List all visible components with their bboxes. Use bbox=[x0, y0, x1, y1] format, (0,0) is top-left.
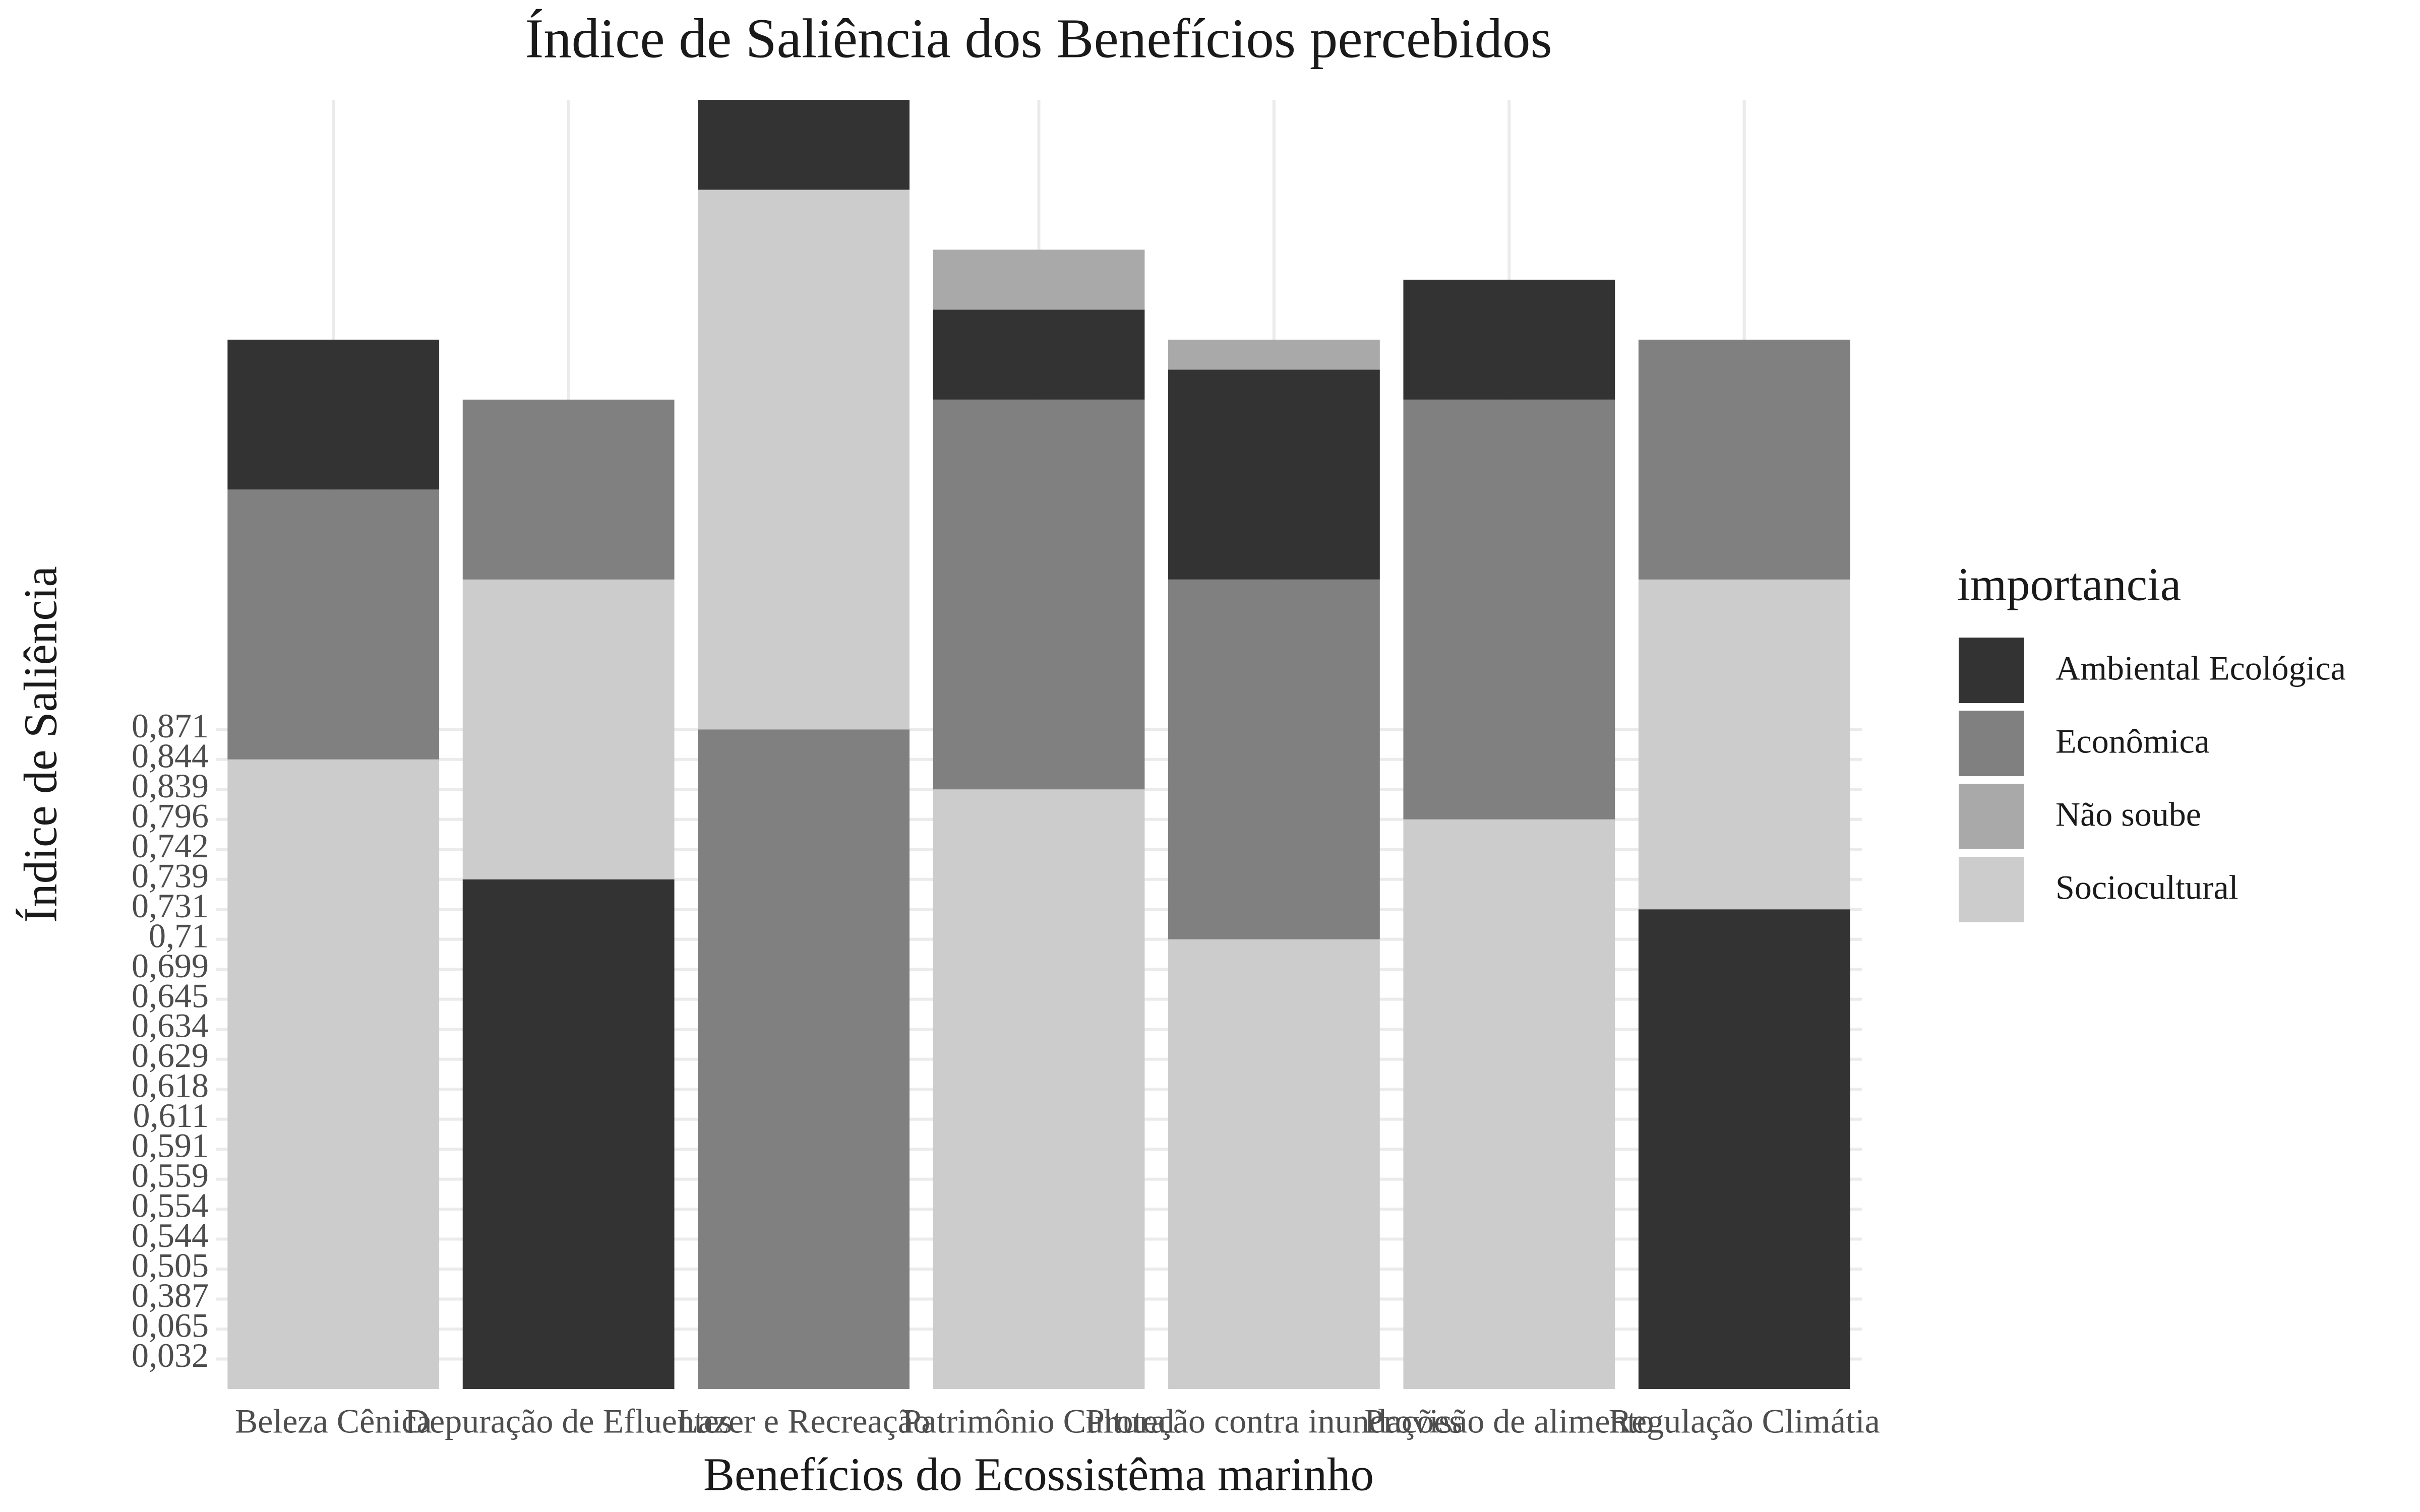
bars bbox=[227, 100, 1850, 1389]
x-tick-label: Proteção contra inundações bbox=[1085, 1402, 1463, 1440]
legend-key bbox=[1959, 638, 2024, 703]
legend-key bbox=[1959, 857, 2024, 922]
bar-segment bbox=[227, 489, 440, 760]
bar-segment bbox=[698, 729, 910, 1389]
y-tick-label: 0,796 bbox=[132, 796, 209, 835]
x-tick-label: Beleza Cênica bbox=[235, 1402, 432, 1440]
legend-title: importancia bbox=[1957, 558, 2181, 610]
y-tick-label: 0,699 bbox=[132, 947, 209, 985]
bar-segment bbox=[1168, 939, 1380, 1389]
legend-label: Ambiental Ecológica bbox=[2055, 649, 2346, 687]
legend-key bbox=[1959, 711, 2024, 776]
y-tick-label: 0,871 bbox=[132, 707, 209, 745]
chart-title: Índice de Saliência dos Benefícios perce… bbox=[525, 8, 1552, 70]
bar-segment bbox=[1638, 579, 1850, 910]
y-tick-label: 0,739 bbox=[132, 856, 209, 895]
y-tick-label: 0,629 bbox=[132, 1036, 209, 1075]
y-tick-label: 0,71 bbox=[149, 916, 209, 955]
bar-segment bbox=[1403, 399, 1615, 820]
y-tick-label: 0,559 bbox=[132, 1156, 209, 1194]
bar-segment bbox=[227, 759, 440, 1389]
bar-segment bbox=[227, 339, 440, 490]
legend-label: Não soube bbox=[2055, 795, 2201, 834]
bar-segment bbox=[1168, 579, 1380, 939]
x-tick-label: Lazer e Recreação bbox=[677, 1402, 930, 1440]
bar-segment bbox=[1638, 339, 1850, 580]
bar-segment bbox=[698, 100, 910, 190]
legend: Ambiental Ecológica Econômica Não soube Soc… bbox=[1959, 638, 2346, 922]
y-tick-label: 0,032 bbox=[132, 1336, 209, 1374]
x-tick-label: Patrimônio Cultural bbox=[902, 1402, 1175, 1440]
bar-segment bbox=[462, 579, 675, 879]
legend-label: Sociocultural bbox=[2055, 868, 2238, 907]
bar-segment bbox=[933, 249, 1145, 310]
y-axis-title: Índice de Saliência bbox=[15, 566, 67, 923]
x-tick-label: Provisão de alimento bbox=[1364, 1402, 1654, 1440]
bar-segment bbox=[933, 309, 1145, 400]
bar-segment bbox=[1403, 279, 1615, 400]
y-tick-label: 0,387 bbox=[132, 1276, 209, 1314]
bar-segment bbox=[1168, 369, 1380, 580]
y-tick-label: 0,611 bbox=[133, 1096, 209, 1135]
bar-segment bbox=[698, 190, 910, 730]
bar-segment bbox=[933, 399, 1145, 790]
bar-segment bbox=[1168, 339, 1380, 370]
y-tick-label: 0,634 bbox=[132, 1006, 209, 1045]
y-tick-label: 0,844 bbox=[132, 736, 209, 775]
y-tick-label: 0,065 bbox=[132, 1306, 209, 1345]
y-tick-label: 0,618 bbox=[132, 1066, 209, 1105]
y-tick-label: 0,731 bbox=[132, 887, 209, 925]
y-tick-label: 0,839 bbox=[132, 767, 209, 805]
y-tick-label: 0,591 bbox=[132, 1126, 209, 1165]
bar-segment bbox=[462, 399, 675, 580]
x-tick-label: Depuração de Efluentes bbox=[405, 1402, 732, 1440]
x-axis-title: Benefícios do Ecossistêma marinho bbox=[703, 1448, 1374, 1500]
legend-key bbox=[1959, 784, 2024, 849]
y-tick-label: 0,645 bbox=[132, 976, 209, 1015]
bar-segment bbox=[933, 789, 1145, 1389]
bar-segment bbox=[1403, 819, 1615, 1389]
y-tick-label: 0,544 bbox=[132, 1216, 209, 1254]
bar-segment bbox=[462, 879, 675, 1389]
legend-label: Econômica bbox=[2055, 722, 2210, 761]
bar-segment bbox=[1638, 909, 1850, 1389]
x-tick-label: Regulação Climátia bbox=[1609, 1402, 1880, 1440]
y-tick-label: 0,505 bbox=[132, 1246, 209, 1285]
y-tick-label: 0,554 bbox=[132, 1186, 209, 1225]
y-tick-label: 0,742 bbox=[132, 827, 209, 865]
